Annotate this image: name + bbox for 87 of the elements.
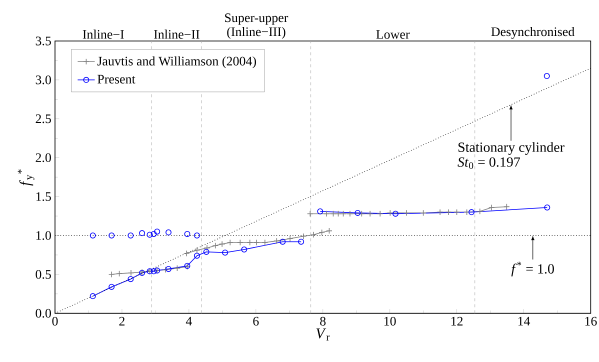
point (166, 229, 172, 236)
point (139, 230, 146, 236)
point (174, 264, 180, 272)
point (476, 208, 484, 215)
point (116, 270, 122, 277)
point (262, 239, 268, 246)
x-tick-label: 0 (52, 316, 58, 326)
text: Super-upper (Inline−III) (225, 13, 288, 39)
point (246, 239, 254, 246)
text: Desynchronised (491, 26, 574, 39)
x-tick-label: 12 (451, 316, 463, 326)
point (335, 210, 342, 217)
point (376, 210, 384, 217)
point (273, 238, 280, 244)
point (128, 276, 134, 282)
point (128, 232, 134, 238)
point (403, 210, 410, 216)
point (488, 204, 495, 211)
y-tick-label: 3.5 (36, 36, 51, 46)
point (340, 210, 346, 217)
point (544, 73, 550, 80)
point (354, 210, 361, 216)
y-tick-label: 1.0 (36, 231, 51, 240)
y-tick-label: 2.5 (36, 114, 51, 124)
point (468, 209, 475, 216)
y-axis-title: f$_{y}$* (18, 169, 34, 186)
point (280, 238, 286, 245)
point (241, 246, 248, 253)
ref-line-label: f$^{*}$ = 1.0 (511, 262, 554, 276)
x-tick-label: 2 (119, 316, 124, 326)
point (226, 239, 234, 246)
point (108, 284, 115, 290)
point (162, 266, 169, 273)
point (436, 208, 444, 216)
point (194, 232, 200, 238)
point (330, 210, 336, 217)
point (420, 210, 426, 216)
x-tick-label: 14 (518, 316, 530, 326)
point (236, 239, 244, 246)
point (108, 232, 115, 238)
point (154, 228, 160, 235)
x-tick-label: 16 (585, 316, 597, 326)
point (166, 266, 172, 272)
point (212, 242, 219, 249)
y-tick-label: 2.0 (36, 153, 51, 162)
point (146, 232, 153, 238)
point (358, 210, 365, 217)
y-tick-label: 0.5 (36, 270, 51, 279)
y-tick-label: 1.5 (36, 192, 51, 201)
point (150, 230, 157, 237)
point (128, 270, 134, 276)
point (203, 248, 210, 255)
point (150, 268, 157, 274)
point (318, 229, 326, 236)
x-tick-label: 6 (253, 316, 259, 326)
annotation: St$_{0}$ = 0.197 (458, 157, 520, 169)
point (194, 247, 200, 254)
x-axis-title: V$_{r}$ (316, 328, 330, 340)
point (346, 210, 354, 217)
point (300, 233, 307, 240)
point (392, 210, 399, 217)
point (464, 208, 470, 216)
point (90, 232, 96, 238)
x-tick-label: 10 (384, 316, 396, 326)
point (386, 210, 394, 216)
y-tick-label: 0.0 (36, 308, 51, 318)
x-tick-label: 4 (186, 316, 192, 326)
point (310, 232, 317, 238)
text: Lower (376, 30, 410, 39)
text: Inline−II (154, 30, 200, 39)
legend-label: Jauvtis and Williamson (2004) (97, 56, 256, 68)
point (445, 208, 452, 216)
point (454, 208, 460, 216)
legend-label: Present (98, 74, 136, 84)
point (184, 230, 190, 237)
annotation: Stationary cylinder (458, 142, 564, 155)
point (253, 239, 260, 246)
y-tick-label: 3.0 (36, 75, 51, 84)
point (218, 240, 226, 248)
point (222, 250, 228, 256)
point (204, 244, 210, 252)
point (323, 210, 330, 217)
point (286, 235, 294, 242)
point (194, 252, 200, 259)
text: Inline−I (82, 30, 124, 39)
x-tick-label: 8 (320, 316, 326, 326)
point (366, 210, 374, 217)
